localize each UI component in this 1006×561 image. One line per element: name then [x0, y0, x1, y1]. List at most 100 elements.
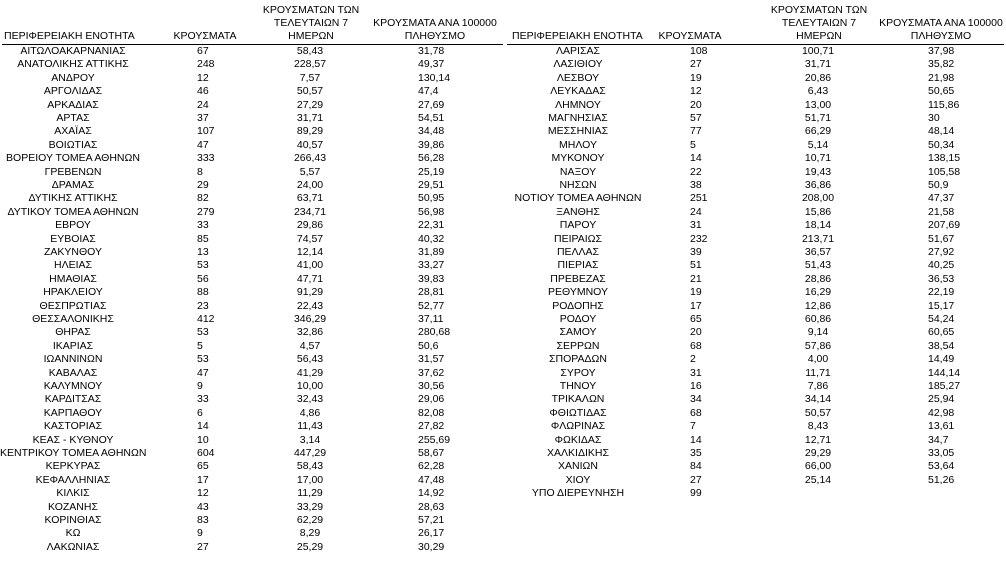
- cell: 21,58: [928, 205, 955, 218]
- cell: 27: [690, 473, 702, 486]
- cell: 25,14: [804, 473, 832, 486]
- cell: 36,86: [804, 179, 832, 191]
- cell: 82: [197, 192, 209, 205]
- cell: 47: [197, 366, 209, 379]
- region-name: ΧΑΛΚΙΔΙΚΗΣ: [547, 447, 609, 459]
- cell: 65: [690, 313, 702, 325]
- cell: 24: [690, 205, 702, 218]
- region-name: ΠΡΕΒΕΖΑΣ: [550, 272, 606, 285]
- region-name: ΛΑΡΙΣΑΣ: [556, 45, 600, 57]
- region-name: ΜΑΓΝΗΣΙΑΣ: [548, 112, 608, 124]
- cell: 22,19: [928, 286, 955, 299]
- cell: 56,28: [418, 152, 445, 165]
- header-cell: ΠΕΡΙΦΕΡΕΙΑΚΗ ΕΝΟΤΗΤΑ: [4, 30, 135, 42]
- region-name: ΡΕΘΥΜΝΟΥ: [547, 286, 608, 299]
- cell: 37,11: [418, 313, 444, 325]
- cell: 208,00: [801, 192, 835, 205]
- header-cell: ΚΡΟΥΣΜΑΤΑ ΑΝΑ 100000 ΠΛΗΘΥΣΜΟ: [373, 17, 497, 42]
- header-cell: ΠΕΡΙΦΕΡΕΙΑΚΗ ΕΝΟΤΗΤΑ: [512, 30, 643, 42]
- cell: 58,43: [296, 460, 324, 473]
- cell: 85: [197, 232, 209, 245]
- cell: 67: [197, 45, 209, 57]
- region-name: ΦΩΚΙΔΑΣ: [554, 433, 602, 446]
- cell: 29,86: [296, 219, 324, 232]
- region-name: ΥΠΟ ΔΙΕΡΕΥΝΗΣΗ: [531, 487, 625, 500]
- cell: 26,17: [418, 527, 445, 540]
- cell: 12: [197, 487, 209, 500]
- cell: 16: [690, 380, 702, 392]
- cell: 52,77: [418, 299, 445, 312]
- region-name: ΚΑΣΤΟΡΙΑΣ: [43, 420, 103, 433]
- cell: 43: [197, 500, 209, 513]
- cell: 13,00: [804, 98, 832, 111]
- cell: 138,15: [928, 152, 961, 165]
- cell: 8,29: [299, 527, 321, 540]
- region-name: ΛΕΣΒΟΥ: [556, 71, 600, 84]
- cell: 27: [197, 540, 209, 553]
- cell: 266,43: [293, 152, 327, 165]
- cell: 65: [197, 460, 209, 473]
- cell: 77: [690, 125, 702, 138]
- cell: 53: [197, 326, 209, 339]
- cell: 68: [690, 339, 702, 352]
- cell: 7,86: [807, 380, 829, 392]
- cell: 40,57: [296, 138, 324, 151]
- region-name: ΛΕΥΚΑΔΑΣ: [550, 85, 606, 98]
- header-cell: ΚΡΟΥΣΜΑΤΑ: [658, 30, 722, 42]
- cell: 10,00: [296, 380, 324, 392]
- cell: 47: [197, 138, 209, 151]
- cell: 4,00: [807, 353, 829, 366]
- right-table: ΠΕΡΙΦΕΡΕΙΑΚΗ ΕΝΟΤΗΤΑ ΚΡΟΥΣΜΑΤΑ ΜΕΣΟΣ ΟΡΟΣ …: [505, 0, 1006, 561]
- region-name: ΔΥΤΙΚΟΥ ΤΟΜΕΑ ΑΘΗΝΩΝ: [7, 205, 139, 218]
- cell: 31,78: [418, 45, 445, 57]
- cell: 447,29: [293, 447, 327, 459]
- header-rule: [2, 44, 503, 45]
- cell: 48,14: [928, 125, 955, 138]
- cell: 36,53: [928, 272, 955, 285]
- cell: 50,9: [928, 179, 949, 191]
- cell: 213,71: [801, 232, 835, 245]
- region-name: ΠΕΛΛΑΣ: [556, 246, 600, 258]
- cell: 51,71: [804, 112, 832, 124]
- region-name: ΦΛΩΡΙΝΑΣ: [550, 420, 606, 433]
- region-name: ΑΡΤΑΣ: [56, 112, 90, 124]
- cell: 32,43: [296, 393, 324, 406]
- cell: 232: [690, 232, 708, 245]
- cell: 333: [197, 152, 215, 165]
- cell: 7,57: [299, 71, 321, 84]
- cell: 14,49: [928, 353, 955, 366]
- region-name: ΦΘΙΩΤΙΔΑΣ: [549, 406, 607, 419]
- cell: 58,67: [418, 447, 445, 459]
- cell: 604: [197, 447, 215, 459]
- cell: 3,14: [299, 433, 321, 446]
- cell: 50,57: [296, 85, 324, 98]
- region-name: ΗΡΑΚΛΕΙΟΥ: [43, 286, 103, 299]
- cell: 41,00: [296, 259, 324, 272]
- cell: 15,86: [804, 205, 832, 218]
- cell: 19,43: [804, 165, 832, 178]
- region-name: ΠΑΡΟΥ: [559, 219, 597, 232]
- cell: 27,69: [418, 98, 445, 111]
- cell: 12,86: [804, 299, 832, 312]
- cell: 20: [690, 98, 702, 111]
- cell: 15,17: [928, 299, 955, 312]
- region-name: ΚΑΛΥΜΝΟΥ: [43, 380, 103, 392]
- cell: 185,27: [928, 380, 961, 392]
- cell: 57,86: [804, 339, 832, 352]
- cell: 30,56: [418, 380, 445, 392]
- cell: 42,98: [928, 406, 955, 419]
- cell: 33: [197, 219, 209, 232]
- cell: 4,57: [299, 339, 321, 352]
- region-name: ΘΗΡΑΣ: [55, 326, 91, 339]
- cell: 25,19: [418, 165, 445, 178]
- cell: 88: [197, 286, 209, 299]
- cell: 39,86: [418, 138, 445, 151]
- region-name: ΔΡΑΜΑΣ: [51, 179, 95, 191]
- region-name: ΣΑΜΟΥ: [559, 326, 597, 339]
- region-name: ΝΑΞΟΥ: [559, 165, 597, 178]
- cell: 20: [690, 326, 702, 339]
- cell: 47,37: [928, 192, 955, 205]
- cell: 6: [197, 406, 203, 419]
- cell: 19: [690, 286, 702, 299]
- header-rule: [507, 44, 1004, 45]
